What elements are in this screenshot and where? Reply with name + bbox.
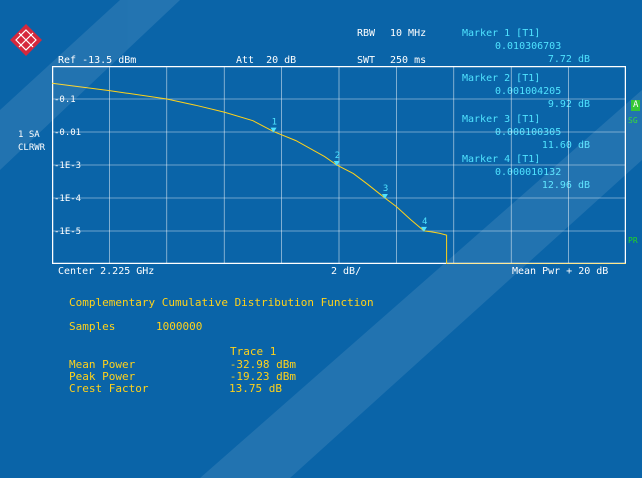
pre-tag: PR: [628, 236, 638, 245]
crest-factor-label: Crest Factor: [69, 382, 149, 395]
trace-header: Trace 1: [230, 345, 277, 358]
ccdf-heading: Complementary Cumulative Distribution Fu…: [69, 296, 374, 309]
ref-level: Ref -13.5 dBm: [58, 55, 137, 66]
marker-symbol: [420, 226, 427, 232]
marker-x-value: 0.000010132: [495, 167, 562, 178]
mean-power-label: Mean Power: [69, 358, 136, 371]
marker-title: Marker 3 [T1]: [462, 114, 541, 125]
marker-points: 1 2 3 4: [270, 118, 427, 232]
marker-title: Marker 2 [T1]: [462, 73, 541, 84]
marker-x-value: 0.000100305: [495, 127, 562, 138]
marker-number: 2: [335, 151, 340, 161]
mean-power-value: -32.98 dBm: [229, 358, 296, 371]
scale-per-div: 2 dB/: [331, 266, 362, 277]
marker-y-value: 9.92 dB: [547, 99, 590, 110]
swt-label: SWT: [357, 55, 376, 66]
marker-symbol: [333, 161, 340, 166]
y-tick-labels: -0.1 -0.01 -1E-3 -1E-4 -1E-5: [54, 95, 81, 237]
graph-grid: [52, 66, 626, 264]
marker-y-value: 12.96 dB: [541, 180, 590, 191]
marker-symbol: [270, 127, 277, 133]
swt-value: 250 ms: [390, 55, 427, 66]
marker-y-value: 7.72 dB: [547, 54, 590, 65]
attenuation: Att 20 dB: [236, 55, 297, 66]
rbw-value: 10 MHz: [390, 28, 427, 39]
ccdf-graph: -0.1 -0.01 -1E-3 -1E-4 -1E-5 1 2 3 4: [52, 66, 626, 264]
sgl-tag: SG: [628, 116, 638, 125]
center-frequency: Center 2.225 GHz: [58, 266, 155, 277]
y-tick-label: -1E-4: [54, 194, 81, 204]
samples-label: Samples: [69, 320, 116, 333]
marker-symbol: [381, 194, 388, 199]
crest-factor-value: 13.75 dB: [229, 382, 282, 395]
y-tick-label: -0.01: [54, 128, 81, 138]
x-axis-range: Mean Pwr + 20 dB: [512, 266, 609, 277]
marker-title: Marker 1 [T1]: [462, 28, 541, 39]
y-tick-label: -1E-3: [54, 161, 81, 171]
y-tick-label: -0.1: [54, 95, 76, 105]
ccdf-trace: [52, 82, 626, 264]
samples-value: 1000000: [156, 320, 203, 333]
peak-power-label: Peak Power: [69, 370, 136, 383]
marker-number: 4: [422, 217, 427, 227]
trace-label-mode: CLRWR: [18, 143, 46, 153]
marker-y-value: 11.60 dB: [541, 140, 590, 151]
peak-power-value: -19.23 dBm: [229, 370, 296, 383]
marker-x-value: 0.010306703: [495, 41, 562, 52]
rohde-schwarz-logo: [10, 24, 42, 56]
y-tick-label: -1E-5: [54, 227, 81, 237]
marker-x-value: 0.001004205: [495, 86, 562, 97]
marker-title: Marker 4 [T1]: [462, 154, 541, 165]
marker-number: 1: [272, 118, 277, 128]
rbw-label: RBW: [357, 28, 376, 39]
trace-label-sa: 1 SA: [18, 130, 40, 140]
trace-a-tag: A: [631, 100, 641, 111]
marker-number: 3: [383, 184, 388, 194]
